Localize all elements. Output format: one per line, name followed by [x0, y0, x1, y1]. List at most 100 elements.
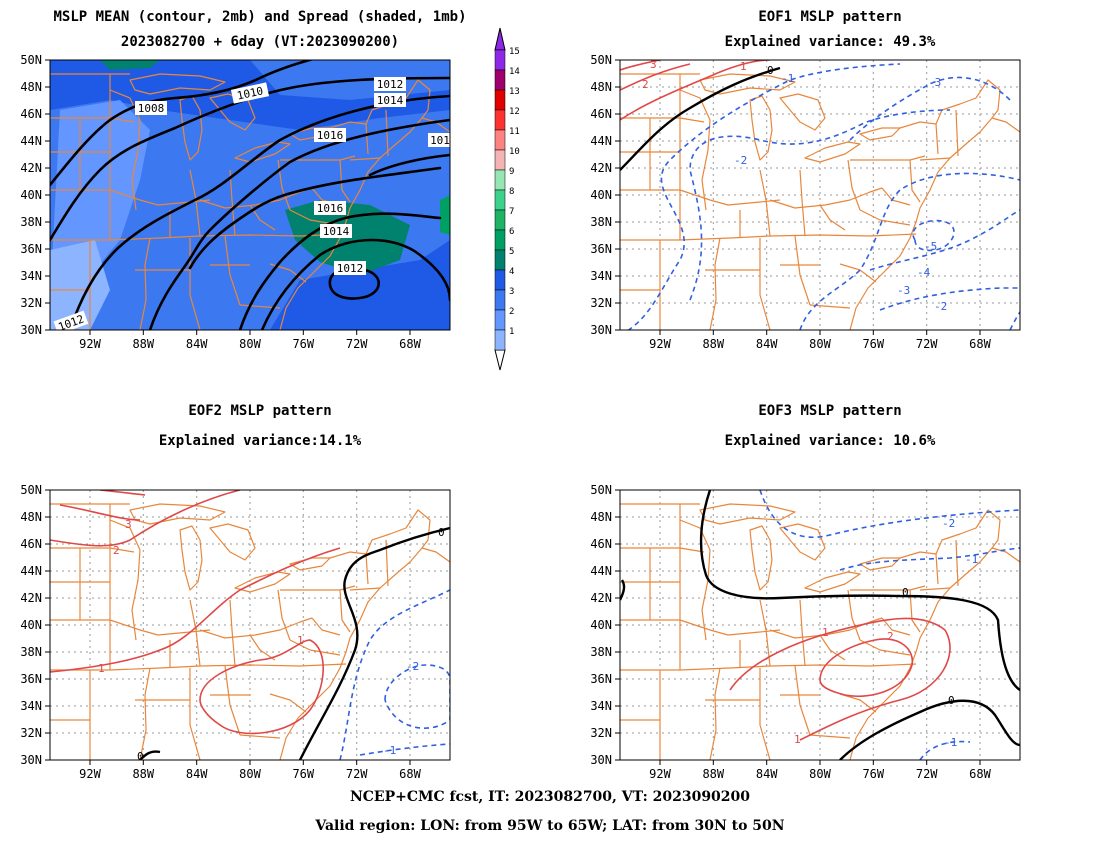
eof1-lon-label: 92W [649, 337, 671, 351]
eof3-label-1b: 1 [794, 733, 801, 746]
mean-lat-label: 36N [20, 242, 42, 256]
eof2-lat-label: 36N [20, 672, 42, 686]
mean-lat-label: 42N [20, 161, 42, 175]
eof1-label-neg3: -3 [928, 76, 941, 89]
eof1-lon-label: 84W [756, 337, 778, 351]
mean-lat-label: 48N [20, 80, 42, 94]
colorbar-label: 11 [509, 127, 520, 137]
colorbar-swatch [494, 69, 506, 91]
eof2-lon-label: 76W [292, 767, 314, 781]
isobar-label-1008: 1008 [138, 102, 165, 115]
eof3-lat-label: 44N [590, 564, 612, 578]
eof3-lat-label: 34N [590, 699, 612, 713]
mean-title-line2: 2023082700 + 6day (VT:2023090200) [120, 34, 400, 50]
eof2-lat-label: 44N [20, 564, 42, 578]
colorbar-label: 9 [509, 167, 514, 177]
mean-title-line1: MSLP MEAN (contour, 2mb) and Spread (sha… [53, 9, 467, 25]
colorbar-label: 13 [509, 87, 520, 97]
eof2-lon-label: 84W [186, 767, 208, 781]
mean-lon-label: 88W [132, 337, 154, 351]
eof2-lat-label: 48N [20, 510, 42, 524]
eof1-lon-label: 88W [702, 337, 724, 351]
eof1-label-neg2b: -2 [934, 300, 947, 313]
colorbar-swatch [494, 49, 506, 71]
eof1-lon-label: 72W [916, 337, 938, 351]
colorbar-swatch [494, 129, 506, 151]
eof3-label-neg2: -2 [942, 517, 955, 530]
eof2-label-3: 3 [125, 518, 132, 531]
eof3-lat-label: 38N [590, 645, 612, 659]
eof2-lat-label: 40N [20, 618, 42, 632]
eof1-label-neg5: -5 [924, 240, 937, 253]
eof3-label-0: 0 [902, 586, 909, 599]
eof3-map: 0 0 1 2 -1 -2 -1 1 [614, 489, 1021, 766]
eof1-lon-label: 76W [862, 337, 884, 351]
eof1-lat-label: 50N [590, 53, 612, 67]
isobar-label-1010: 1010 [236, 84, 265, 102]
eof2-label-0: 0 [438, 526, 445, 539]
eof1-lat-label: 38N [590, 215, 612, 229]
eof2-variance: Explained variance:14.1% [158, 433, 362, 449]
colorbar-swatch [494, 169, 506, 191]
eof1-lat-label: 30N [590, 323, 612, 337]
eof1-lat-label: 42N [590, 161, 612, 175]
eof3-variance: Explained variance: 10.6% [724, 433, 936, 449]
colorbar-swatch [494, 89, 506, 111]
eof1-label-2: 2 [642, 78, 649, 91]
colorbar-label: 2 [509, 307, 514, 317]
isobar-label-1012c: 1012 [56, 312, 85, 333]
mean-lat-label: 44N [20, 134, 42, 148]
eof2-map: 0 1 -2 -1 1 2 3 0 [44, 489, 451, 766]
mean-spread-map: 1008 1010 1012 1014 1016 1016 1014 1012 … [44, 59, 451, 336]
eof2-lat-label: 30N [20, 753, 42, 767]
eof1-lon-label: 68W [969, 337, 991, 351]
eof3-lat-label: 42N [590, 591, 612, 605]
eof3-lon-label: 84W [756, 767, 778, 781]
eof2-lon-label: 68W [399, 767, 421, 781]
mean-lat-label: 38N [20, 215, 42, 229]
eof2-lat-label: 38N [20, 645, 42, 659]
eof1-label-neg3b: -3 [897, 284, 910, 297]
mean-lon-label: 80W [239, 337, 261, 351]
eof2-lat-label: 50N [20, 483, 42, 497]
mean-lon-label: 92W [79, 337, 101, 351]
footer-valid-region: Valid region: LON: from 95W to 65W; LAT:… [315, 818, 785, 834]
colorbar-swatch [494, 309, 506, 331]
colorbar-swatch [494, 149, 506, 171]
eof2-title: EOF2 MSLP pattern [188, 403, 332, 419]
colorbar-label: 15 [509, 47, 520, 57]
eof2-label-neg2: -2 [406, 660, 419, 673]
eof3-lon-label: 76W [862, 767, 884, 781]
eof1-lon-label: 80W [809, 337, 831, 351]
eof1-lat-label: 48N [590, 80, 612, 94]
colorbar-swatch [494, 329, 506, 351]
eof2-label-1b: 1 [98, 662, 105, 675]
eof3-lat-label: 36N [590, 672, 612, 686]
eof3-lat-label: 30N [590, 753, 612, 767]
isobar-label-1012: 1012 [377, 78, 404, 91]
eof1-map: 0 -1 -2 -3 -4 -5 -3 -2 1 2 3 [614, 59, 1021, 336]
eof3-label-1: 1 [822, 626, 829, 639]
eof1-variance: Explained variance: 49.3% [724, 34, 936, 50]
colorbar-label: 3 [509, 287, 514, 297]
eof3-lon-label: 72W [916, 767, 938, 781]
eof1-label-neg2: -2 [734, 154, 747, 167]
colorbar-label: 8 [509, 187, 514, 197]
colorbar-swatch [494, 189, 506, 211]
mean-lon-label: 76W [292, 337, 314, 351]
eof3-title: EOF3 MSLP pattern [758, 403, 902, 419]
eof3-lat-label: 40N [590, 618, 612, 632]
mean-lat-label: 34N [20, 269, 42, 283]
mean-lat-label: 30N [20, 323, 42, 337]
eof2-label-1: 1 [297, 634, 304, 647]
eof3-lon-label: 80W [809, 767, 831, 781]
eof3-lat-label: 46N [590, 537, 612, 551]
colorbar-label: 14 [509, 67, 520, 77]
colorbar-label: 5 [509, 247, 514, 257]
mean-lat-label: 40N [20, 188, 42, 202]
eof3-lat-label: 32N [590, 726, 612, 740]
colorbar-label: 4 [509, 267, 514, 277]
eof1-lat-label: 44N [590, 134, 612, 148]
